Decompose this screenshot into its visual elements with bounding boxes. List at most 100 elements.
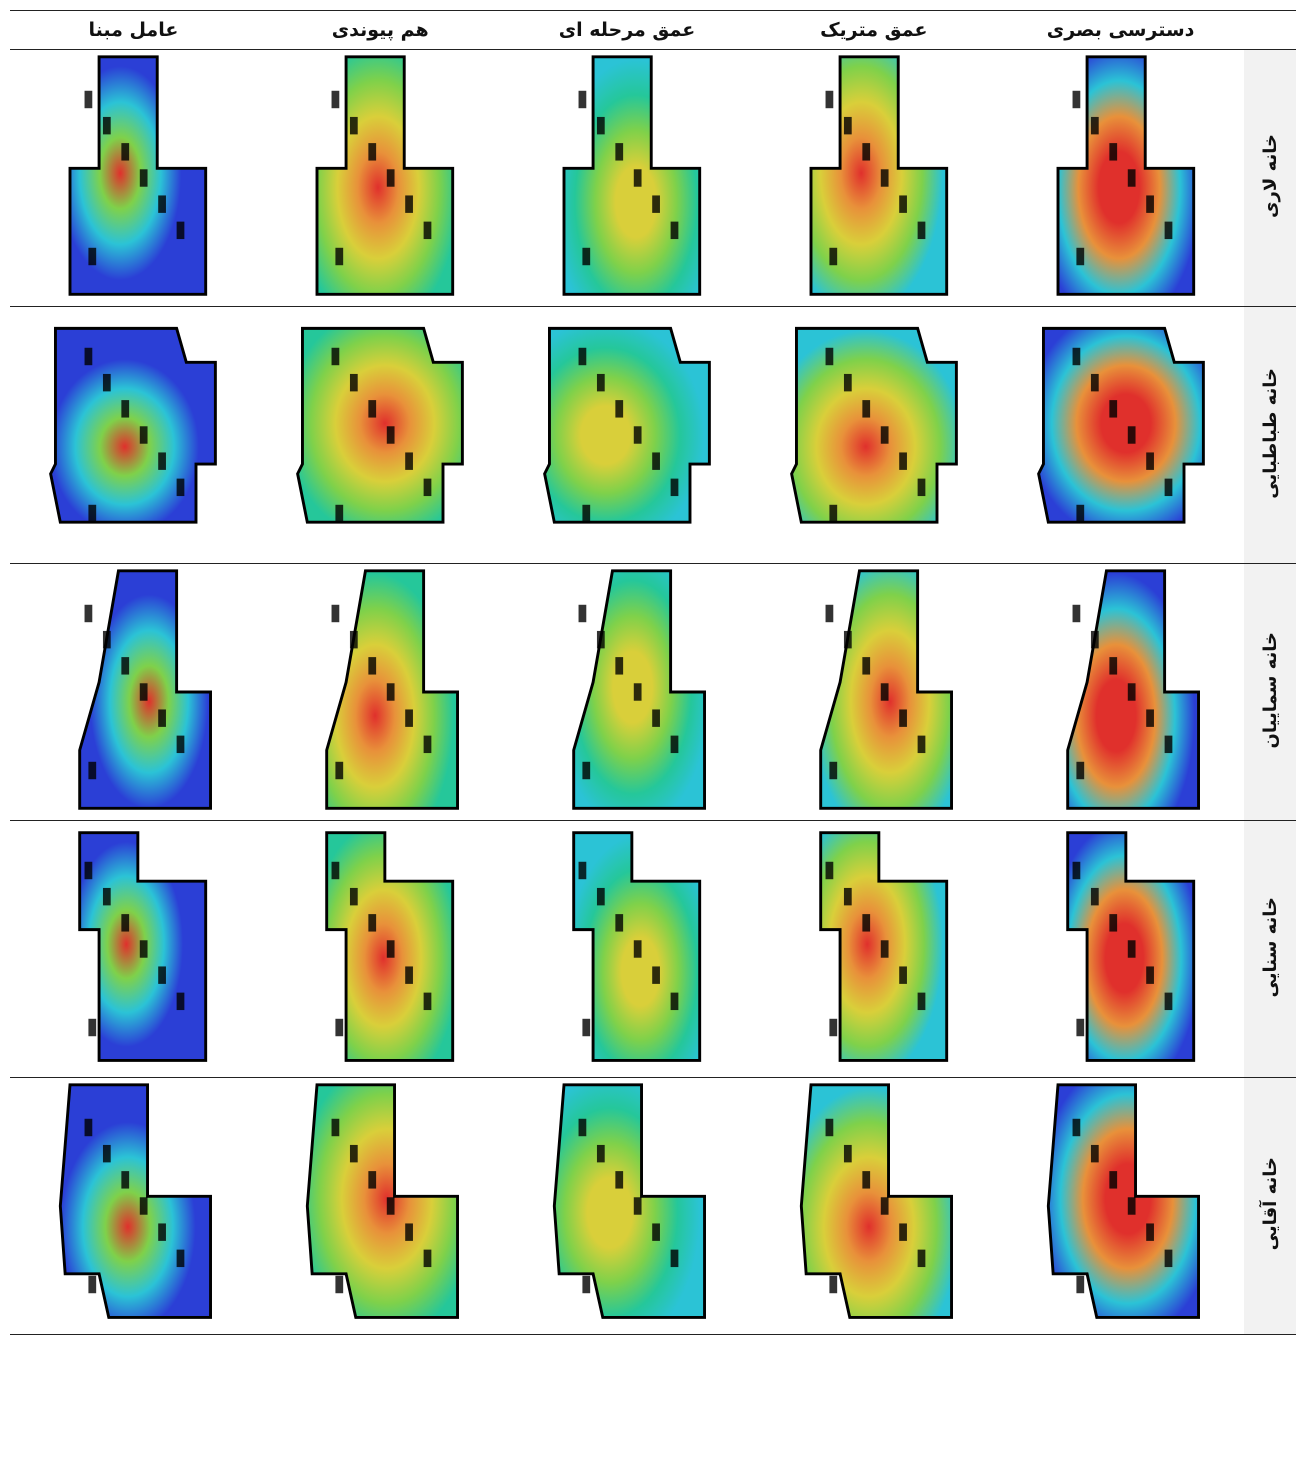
wall-segment [423, 1249, 432, 1268]
column-header-metric-depth: عمق متریک [750, 10, 998, 50]
wall-segment [843, 116, 852, 135]
wall-segment [1145, 195, 1154, 213]
plan-shape [1056, 55, 1195, 296]
wall-segment [880, 683, 889, 701]
wall-segment [1090, 373, 1099, 392]
plan-cell-step [503, 563, 751, 821]
row-label-cell: خانه لاری [1244, 49, 1296, 307]
wall-segment [386, 1197, 395, 1215]
plan-cell-agent [10, 49, 257, 307]
wall-segment [582, 247, 591, 266]
wall-segment [1072, 861, 1080, 880]
wall-segment [405, 966, 414, 984]
plan-shape [809, 55, 948, 296]
wall-segment [177, 1249, 185, 1268]
wall-segment [1108, 657, 1117, 675]
wall-segment [350, 116, 358, 135]
plan-cell-metric [750, 563, 998, 821]
plan-cell-agent [10, 563, 257, 821]
wall-segment [177, 992, 185, 1011]
wall-segment [140, 940, 148, 958]
floor-plan-heatmap [78, 831, 208, 1062]
plan-shape [1046, 1083, 1200, 1319]
plan-shape [315, 55, 455, 296]
wall-segment [423, 221, 432, 240]
wall-segment [1127, 169, 1136, 187]
floor-plan-heatmap [1065, 569, 1200, 810]
wall-segment [1108, 400, 1117, 418]
plan-cell-visual [997, 49, 1244, 307]
floor-plan-heatmap [1056, 55, 1195, 296]
wall-segment [1127, 940, 1136, 958]
wall-segment [582, 504, 591, 523]
wall-segment [615, 914, 624, 932]
wall-segment [1108, 914, 1117, 932]
wall-segment [121, 143, 130, 161]
wall-segment [596, 116, 605, 135]
floor-plan-heatmap [562, 55, 702, 296]
wall-segment [1108, 1171, 1117, 1189]
plan-cell-visual [997, 1077, 1244, 1335]
wall-segment [368, 914, 377, 932]
table-row: خانه طباطبایی [10, 306, 1296, 564]
plan-shape [789, 326, 958, 524]
wall-segment [829, 1275, 837, 1294]
wall-segment [825, 604, 834, 623]
corner-cell [1244, 10, 1296, 50]
wall-segment [825, 1118, 834, 1137]
wall-segment [670, 478, 679, 497]
wall-segment [652, 966, 660, 984]
wall-segment [615, 400, 624, 418]
floor-plan-heatmap [572, 569, 706, 810]
table-row: خانه سماییان [10, 563, 1296, 821]
table-row: خانه لاری [10, 49, 1296, 307]
wall-segment [88, 761, 97, 780]
wall-segment [880, 940, 889, 958]
wall-segment [1072, 90, 1080, 109]
wall-segment [405, 452, 414, 470]
wall-segment [578, 604, 587, 623]
wall-segment [103, 116, 112, 135]
wall-segment [350, 1144, 358, 1163]
wall-segment [862, 657, 870, 675]
wall-segment [368, 143, 377, 161]
plan-cell-metric [750, 306, 998, 564]
column-header-visual-access: دسترسی بصری [997, 10, 1244, 50]
floor-plan-heatmap [1036, 326, 1205, 524]
wall-segment [368, 657, 377, 675]
wall-segment [582, 761, 591, 780]
plan-cell-visual [997, 306, 1244, 564]
wall-segment [670, 1249, 679, 1268]
plan-cell-metric [750, 49, 998, 307]
wall-segment [670, 992, 679, 1011]
header-row: عامل مبنا هم پیوندی عمق مرحله ای عمق متر… [10, 10, 1296, 50]
plan-cell-integration [256, 306, 504, 564]
wall-segment [121, 914, 130, 932]
wall-segment [652, 1223, 660, 1241]
wall-segment [880, 426, 889, 444]
plan-cell-integration [256, 49, 504, 307]
wall-segment [88, 504, 97, 523]
wall-segment [88, 1275, 97, 1294]
floor-plan-heatmap [49, 326, 218, 524]
wall-segment [405, 709, 414, 727]
row-label: خانه سنایی [1259, 896, 1281, 998]
wall-segment [158, 709, 167, 727]
wall-segment [1164, 221, 1172, 240]
wall-segment [1076, 761, 1084, 780]
wall-segment [84, 861, 93, 880]
wall-segment [331, 347, 340, 366]
wall-segment [1127, 683, 1136, 701]
wall-segment [582, 1018, 591, 1037]
wall-segment [633, 1197, 642, 1215]
wall-segment [88, 247, 97, 266]
wall-segment [825, 347, 834, 366]
floor-plan-heatmap [1065, 831, 1195, 1062]
wall-segment [335, 1275, 344, 1294]
wall-segment [880, 169, 889, 187]
wall-segment [405, 1223, 414, 1241]
wall-segment [350, 630, 358, 649]
floor-plan-heatmap [1046, 1083, 1200, 1319]
wall-segment [652, 452, 660, 470]
wall-segment [335, 1018, 344, 1037]
